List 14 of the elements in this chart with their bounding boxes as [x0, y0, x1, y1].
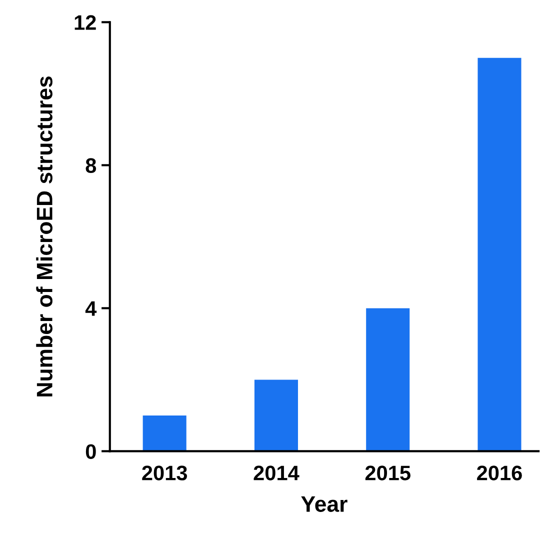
y-axis-title: Number of MicroED structures — [36, 76, 52, 396]
bar — [142, 415, 186, 452]
x-axis-title: Year — [301, 496, 348, 512]
bar — [366, 308, 410, 452]
x-tick-label: 2015 — [365, 466, 410, 480]
y-tick-label: 4 — [85, 301, 97, 316]
bar — [254, 380, 298, 452]
x-tick-label: 2014 — [254, 466, 300, 480]
y-tick-label: 0 — [86, 444, 96, 459]
x-tick-label: 2013 — [142, 466, 188, 480]
y-tick-label: 12 — [74, 15, 96, 30]
y-tick-label: 8 — [86, 158, 96, 173]
bar — [478, 58, 522, 452]
x-tick-label: 2016 — [477, 466, 522, 480]
